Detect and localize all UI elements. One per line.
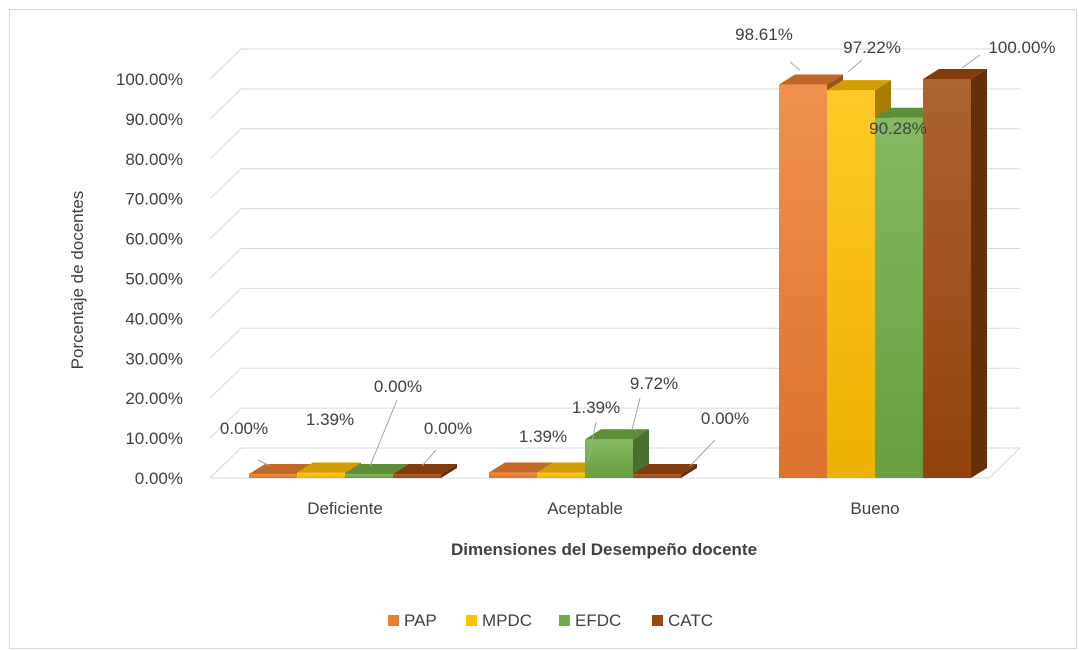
bar-top xyxy=(249,464,313,474)
bar-top xyxy=(585,429,649,440)
bar-catc xyxy=(393,474,441,478)
y-tick-label: 80.00% xyxy=(125,150,183,169)
x-tick-label: Bueno xyxy=(850,499,899,518)
bar-pap xyxy=(779,84,827,479)
gridline xyxy=(209,168,1020,200)
bar-efdc xyxy=(585,439,633,478)
data-label: 98.61% xyxy=(735,25,793,44)
data-label: 1.39% xyxy=(519,427,567,446)
bar-pap xyxy=(249,474,297,478)
data-label: 1.39% xyxy=(306,410,354,429)
bars xyxy=(249,69,987,479)
leader-line xyxy=(631,397,641,431)
gridline xyxy=(209,287,1020,319)
y-tick-label: 0.00% xyxy=(135,469,183,488)
bar-catc xyxy=(633,474,681,478)
data-label: 1.39% xyxy=(572,398,620,417)
bar-top xyxy=(923,69,987,79)
leader-line xyxy=(847,59,863,73)
bar-mpdc xyxy=(537,472,585,478)
bar-top xyxy=(827,80,891,91)
y-tick-label: 60.00% xyxy=(125,230,183,249)
x-tick-label: Aceptable xyxy=(547,499,623,518)
x-axis-categories: Deficiente Aceptable Bueno xyxy=(307,499,899,518)
gridline xyxy=(209,407,1020,439)
leader-line xyxy=(689,439,716,467)
data-label: 0.00% xyxy=(424,419,472,438)
data-label: 100.00% xyxy=(988,38,1055,57)
y-tick-label: 20.00% xyxy=(125,389,183,408)
leader-line xyxy=(421,449,437,467)
gridline xyxy=(209,248,1020,279)
data-label: 97.22% xyxy=(843,38,901,57)
leader-line xyxy=(369,399,398,467)
y-axis-title: Porcentaje de docentes xyxy=(68,191,87,370)
gridline xyxy=(209,128,1020,160)
x-tick-label: Deficiente xyxy=(307,499,383,518)
bar-mpdc xyxy=(297,472,345,478)
legend-swatch xyxy=(652,615,663,626)
data-label: 90.28% xyxy=(869,119,927,138)
bar-mpdc xyxy=(827,90,875,479)
leader-line xyxy=(257,459,271,467)
bar-efdc xyxy=(875,117,923,478)
y-tick-label: 30.00% xyxy=(125,349,183,368)
legend-label: CATC xyxy=(668,611,713,630)
gridline xyxy=(209,327,1020,359)
gridline xyxy=(209,367,1020,399)
floor xyxy=(208,447,1022,479)
y-tick-label: 10.00% xyxy=(125,429,183,448)
data-label: 0.00% xyxy=(701,409,749,428)
leader-line xyxy=(587,421,597,462)
bar-efdc xyxy=(345,474,393,478)
bar-top xyxy=(345,464,409,474)
bar-side xyxy=(633,429,649,478)
legend-label: MPDC xyxy=(482,611,532,630)
bar-top xyxy=(393,464,457,474)
bar-side xyxy=(681,464,697,478)
y-tick-label: 100.00% xyxy=(116,70,183,89)
legend: PAP MPDC EFDC CATC xyxy=(388,611,713,630)
bar-pap xyxy=(489,472,537,478)
bar-top xyxy=(489,462,553,473)
gridlines xyxy=(208,48,1022,479)
legend-label: PAP xyxy=(404,611,437,630)
leader-line xyxy=(961,54,981,69)
data-label: 0.00% xyxy=(220,419,268,438)
data-labels: 0.00% 1.39% 0.00% 0.00% 1.39% 1.39% 9.72% 0.00%… xyxy=(220,25,1056,467)
bar-top xyxy=(633,464,697,474)
data-label: 9.72% xyxy=(630,374,678,393)
y-tick-label: 50.00% xyxy=(125,270,183,289)
leader-line xyxy=(789,61,801,71)
bar-side xyxy=(441,464,457,478)
legend-swatch xyxy=(466,615,477,626)
gridline xyxy=(209,48,1020,80)
bar-top xyxy=(297,462,361,473)
data-label: 0.00% xyxy=(374,377,422,396)
legend-label: EFDC xyxy=(575,611,621,630)
y-tick-label: 70.00% xyxy=(125,190,183,209)
gridline xyxy=(209,208,1020,239)
gridline xyxy=(209,88,1020,120)
bar-side xyxy=(971,69,987,478)
y-axis-ticks: 0.00% 10.00% 20.00% 30.00% 40.00% 50.00% 60.00… xyxy=(116,70,183,488)
bar-catc xyxy=(923,79,971,478)
legend-swatch xyxy=(388,615,399,626)
x-axis-title: Dimensiones del Desempeño docente xyxy=(451,540,757,559)
y-tick-label: 90.00% xyxy=(125,110,183,129)
legend-swatch xyxy=(559,615,570,626)
bar-top xyxy=(779,74,843,85)
y-tick-label: 40.00% xyxy=(125,309,183,328)
